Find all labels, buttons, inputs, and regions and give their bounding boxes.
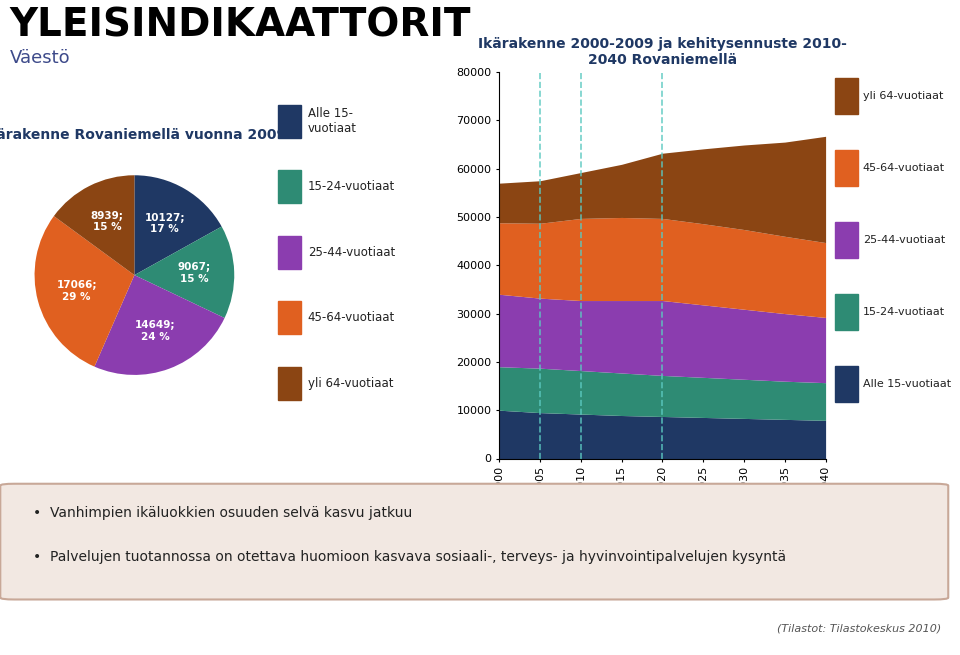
Text: 14649;
24 %: 14649; 24 %	[135, 320, 176, 342]
Text: •  Palvelujen tuotannossa on otettava huomioon kasvava sosiaali-, terveys- ja hy: • Palvelujen tuotannossa on otettava huo…	[33, 550, 786, 565]
Text: 8939;
15 %: 8939; 15 %	[91, 211, 124, 233]
Text: 15-24-vuotiaat: 15-24-vuotiaat	[308, 180, 395, 193]
Text: (Tilastot: Tilastokeskus 2010): (Tilastot: Tilastokeskus 2010)	[777, 624, 941, 634]
Bar	[278, 170, 300, 203]
Bar	[835, 366, 857, 402]
Text: 17066;
29 %: 17066; 29 %	[57, 280, 97, 301]
Text: 25-44-vuotiaat: 25-44-vuotiaat	[308, 246, 395, 259]
Text: Alle 15-
vuotiaat: Alle 15- vuotiaat	[308, 107, 357, 135]
Text: 10127;
17 %: 10127; 17 %	[145, 213, 185, 234]
Wedge shape	[35, 216, 134, 367]
Text: 25-44-vuotiaat: 25-44-vuotiaat	[863, 235, 945, 245]
Text: Väestö: Väestö	[10, 49, 70, 67]
Wedge shape	[134, 227, 234, 318]
Wedge shape	[134, 176, 222, 275]
Title: Ikärakenne Rovaniemellä vuonna 2009: Ikärakenne Rovaniemellä vuonna 2009	[0, 128, 286, 142]
Text: Alle 15-vuotiaat: Alle 15-vuotiaat	[863, 379, 950, 389]
Bar	[278, 105, 300, 138]
Bar	[835, 294, 857, 330]
Bar	[278, 236, 300, 269]
Text: 45-64-vuotiaat: 45-64-vuotiaat	[863, 163, 945, 173]
Wedge shape	[94, 275, 225, 375]
FancyBboxPatch shape	[0, 484, 948, 599]
Text: yli 64-vuotiaat: yli 64-vuotiaat	[863, 91, 943, 101]
Bar	[835, 222, 857, 258]
Bar	[835, 150, 857, 186]
Bar	[278, 301, 300, 334]
Text: 15-24-vuotiaat: 15-24-vuotiaat	[863, 307, 945, 317]
Text: YLEISINDIKAATTORIT: YLEISINDIKAATTORIT	[10, 7, 471, 45]
Bar	[278, 367, 300, 400]
Wedge shape	[54, 176, 134, 275]
Text: 45-64-vuotiaat: 45-64-vuotiaat	[308, 311, 395, 324]
Text: •  Vanhimpien ikäluokkien osuuden selvä kasvu jatkuu: • Vanhimpien ikäluokkien osuuden selvä k…	[33, 506, 412, 519]
Text: yli 64-vuotiaat: yli 64-vuotiaat	[308, 377, 394, 390]
Title: Ikärakenne 2000-2009 ja kehitysennuste 2010-
2040 Rovaniemellä: Ikärakenne 2000-2009 ja kehitysennuste 2…	[478, 37, 847, 67]
Bar	[835, 78, 857, 114]
Text: 9067;
15 %: 9067; 15 %	[178, 263, 211, 284]
